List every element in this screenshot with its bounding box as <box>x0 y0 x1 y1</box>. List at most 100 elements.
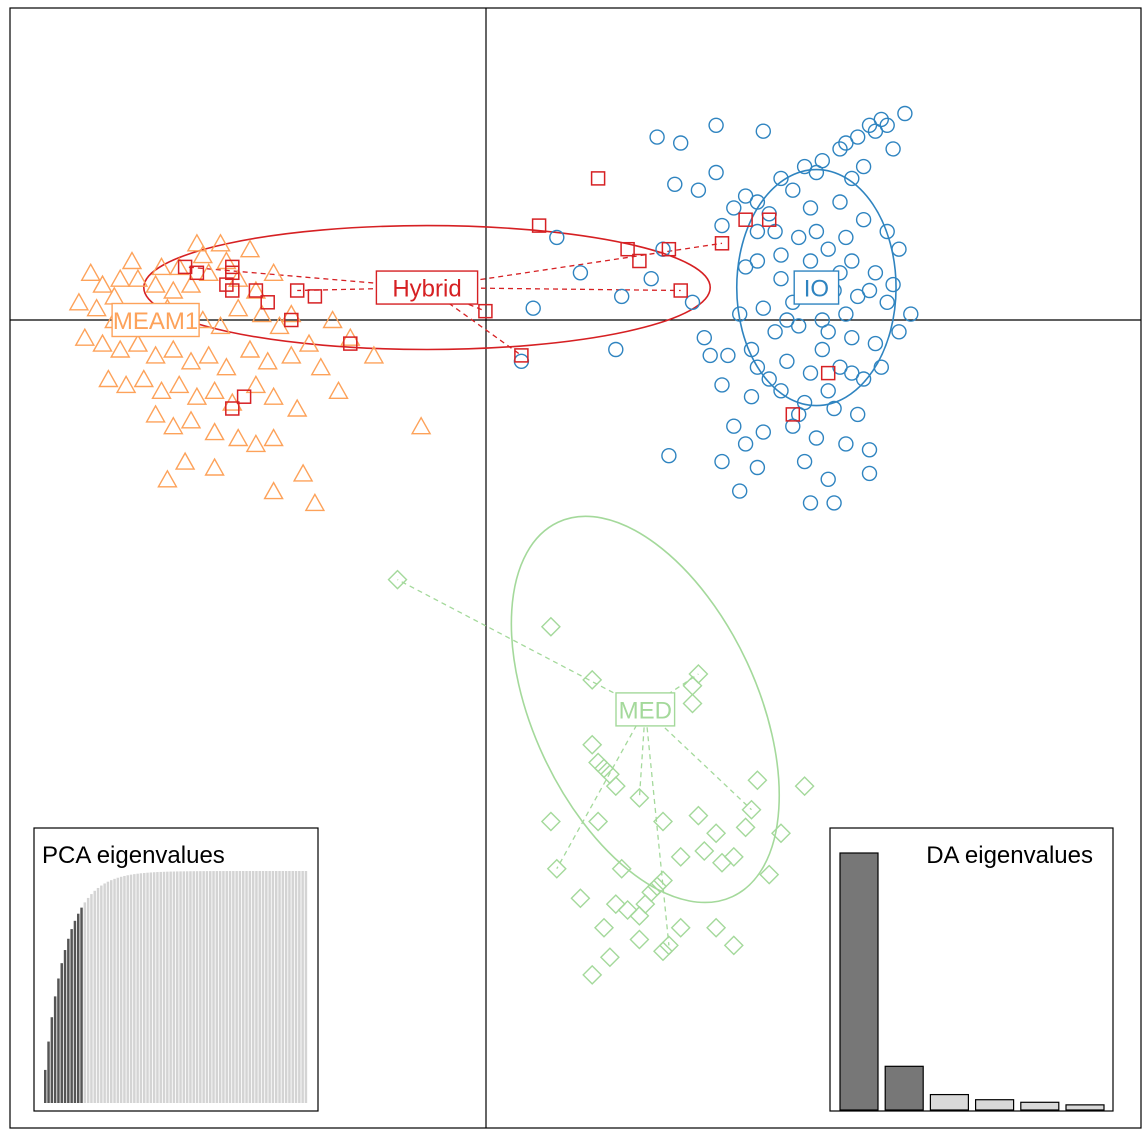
pca-eigen-bar <box>116 877 120 1103</box>
hybrid-point <box>714 236 730 251</box>
pca-eigen-bar <box>301 871 304 1103</box>
pca-eigen-bar <box>152 872 156 1103</box>
pca-eigen-bar <box>232 871 235 1103</box>
meam1-point <box>228 428 249 447</box>
da-eigen-bar <box>839 852 879 1111</box>
med-point <box>741 799 762 820</box>
io-point <box>614 288 630 305</box>
io-point <box>814 341 830 358</box>
hybrid-ellipse <box>142 224 712 351</box>
meam1-point <box>180 274 202 293</box>
pca-eigen-bar <box>235 871 238 1103</box>
hybrid-point <box>307 289 323 304</box>
med-point <box>582 734 603 755</box>
io-ellipse <box>735 168 897 407</box>
meam1-point <box>198 345 219 364</box>
hybrid-point <box>284 312 299 328</box>
io-point <box>802 253 819 269</box>
meam1-point <box>198 262 219 281</box>
io-point <box>885 141 901 157</box>
med-point <box>682 693 703 714</box>
pca-eigen-bar <box>205 871 209 1103</box>
med-ellipse <box>510 515 781 904</box>
meam1-point <box>157 469 178 488</box>
io-point <box>832 194 848 210</box>
da-eigenvalues-inset: DA eigenvalues <box>829 827 1114 1112</box>
med-point <box>582 964 603 985</box>
meam1-label: MEAM1 <box>113 308 198 335</box>
med-point <box>605 894 626 915</box>
pca-eigen-bar <box>298 871 301 1103</box>
io-point <box>608 341 624 358</box>
med-spoke <box>638 709 646 798</box>
meam1-point <box>216 357 237 376</box>
pca-eigen-bar <box>63 950 67 1103</box>
pca-eigen-bar <box>90 894 93 1103</box>
io-point <box>708 164 724 181</box>
pca-eigen-bar <box>113 878 116 1103</box>
pca-eigen-bar <box>255 871 258 1103</box>
io-point <box>755 424 771 440</box>
meam1-point <box>98 369 119 388</box>
pca-eigen-bar <box>288 871 291 1103</box>
pca-eigen-bar <box>304 871 308 1103</box>
io-point <box>755 300 771 316</box>
hybrid-point <box>260 295 275 310</box>
meam1-point <box>245 374 267 394</box>
meam1-point <box>163 416 184 435</box>
meam1-point <box>328 380 349 399</box>
med-point <box>540 811 561 832</box>
pca-eigen-bar <box>133 874 136 1103</box>
meam1-point <box>151 380 172 399</box>
io-point <box>820 241 836 257</box>
meam1-point <box>251 304 272 323</box>
meam1-point <box>292 463 314 482</box>
io-point <box>820 471 836 487</box>
io-point <box>861 465 878 482</box>
io-point <box>832 141 848 157</box>
meam1-point <box>115 374 137 394</box>
pca-eigen-bar <box>209 871 212 1103</box>
hybrid-point <box>738 212 753 227</box>
pca-inset-title: PCA eigenvalues <box>42 842 225 869</box>
meam1-point <box>304 492 326 512</box>
io-point <box>737 259 754 275</box>
pca-eigen-bar <box>199 871 202 1103</box>
hybrid-point <box>673 283 688 298</box>
med-point <box>629 787 650 808</box>
io-point <box>726 418 742 434</box>
meam1-point <box>145 345 166 364</box>
io-point <box>667 176 683 193</box>
io-point <box>838 436 854 452</box>
meam1-point <box>245 433 267 453</box>
med-point <box>635 894 656 915</box>
pca-eigen-bar <box>77 913 80 1103</box>
hybrid-point <box>225 401 240 416</box>
hybrid-point <box>531 218 547 233</box>
io-point <box>773 247 789 263</box>
meam1-point <box>204 457 225 476</box>
io-point <box>802 365 819 381</box>
io-point <box>737 436 754 452</box>
io-point <box>891 241 907 257</box>
pca-eigen-bar <box>185 871 189 1103</box>
med-spoke <box>556 709 646 870</box>
meam1-point <box>169 256 190 276</box>
io-point <box>732 483 748 499</box>
pca-eigenvalues-inset: PCA eigenvalues <box>33 827 319 1112</box>
meam1-point <box>263 262 284 281</box>
pca-eigen-bar <box>50 1017 54 1103</box>
meam1-point <box>239 339 261 358</box>
pca-eigen-bar <box>176 871 179 1103</box>
io-point <box>702 347 718 364</box>
io-point <box>525 300 541 316</box>
da-eigen-bars <box>839 852 1105 1111</box>
io-point <box>861 442 878 458</box>
meam1-point <box>169 374 190 394</box>
hybrid-spoke <box>426 286 681 292</box>
med-point <box>653 870 673 891</box>
pca-eigen-bar <box>294 871 298 1103</box>
io-point <box>726 200 742 216</box>
io-point <box>897 105 913 122</box>
io-point <box>796 453 813 470</box>
